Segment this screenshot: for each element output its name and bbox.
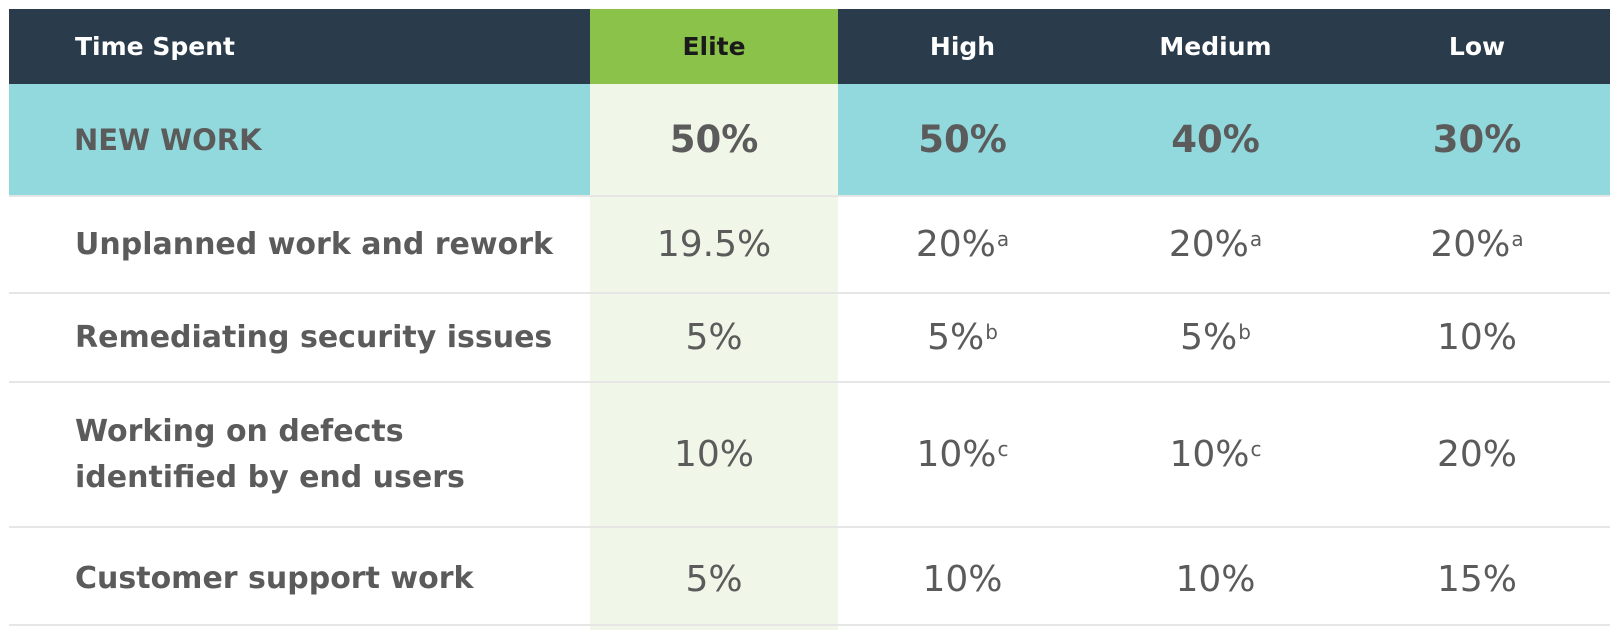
- header-row: Time Spent Elite High Medium Low: [9, 9, 1610, 84]
- cell-value: 10%: [1169, 434, 1250, 475]
- cell-value: 30%: [1432, 118, 1522, 161]
- cell-medium: 5% b: [1087, 294, 1344, 381]
- cell-value: 40%: [1171, 118, 1260, 161]
- row-label: Unplanned work and rework: [75, 226, 553, 262]
- row-label: Working on defects identified by end use…: [75, 413, 465, 495]
- time-spent-table: Time Spent Elite High Medium Low NEW WOR…: [9, 9, 1610, 630]
- cell-value: 20%: [1430, 224, 1511, 265]
- cell-value: 5%: [685, 558, 743, 600]
- cell-low: 20%: [1344, 383, 1610, 526]
- column-header-low: Low: [1448, 32, 1506, 61]
- cell-low: 10%: [1344, 294, 1610, 381]
- cell-medium: 40%: [1087, 84, 1344, 195]
- cell-value: 10%: [673, 434, 754, 475]
- row-label: Customer support work: [75, 561, 474, 596]
- cell-high: 10%: [838, 528, 1087, 630]
- cell-medium: 10% c: [1087, 383, 1344, 526]
- cell-value: 20%: [1436, 434, 1517, 475]
- table-bottom-rule: [9, 624, 1610, 626]
- footnote-marker: b: [985, 319, 998, 344]
- cell-value: 20%: [1168, 224, 1249, 265]
- footnote-marker: a: [1511, 226, 1524, 251]
- cell-value: 10%: [922, 558, 1003, 600]
- cell-medium: 10%: [1087, 528, 1344, 630]
- table-row-security-issues: Remediating security issues 5% 5% b 5% b 1…: [9, 292, 1610, 381]
- table-row-customer-support: Customer support work 5% 10% 10% 15%: [9, 526, 1610, 630]
- cell-value: 5%: [1180, 317, 1238, 358]
- cell-elite: 19.5%: [590, 197, 838, 292]
- cell-low: 20% a: [1344, 197, 1610, 292]
- cell-value: 15%: [1436, 558, 1517, 600]
- footnote-marker: c: [997, 436, 1009, 461]
- table-row-new-work: NEW WORK 50% 50% 40% 30%: [9, 84, 1610, 195]
- cell-value: 10%: [916, 434, 997, 475]
- column-header-elite: Elite: [590, 9, 838, 84]
- footnote-marker: a: [996, 226, 1010, 251]
- row-label: Remediating security issues: [75, 319, 553, 355]
- cell-elite: 5%: [590, 528, 838, 630]
- table-row-defects: Working on defects identified by end use…: [9, 381, 1610, 526]
- cell-elite: 5%: [590, 294, 838, 381]
- cell-value: 5%: [927, 317, 985, 358]
- cell-value: 10%: [1175, 558, 1256, 600]
- cell-value: 10%: [1436, 317, 1517, 358]
- column-header-high: High: [929, 32, 996, 61]
- cell-elite: 10%: [590, 383, 838, 526]
- cell-low: 30%: [1344, 84, 1610, 195]
- cell-high: 20% a: [838, 197, 1087, 292]
- column-header-time-spent: Time Spent: [75, 32, 235, 61]
- cell-medium: 20% a: [1087, 197, 1344, 292]
- cell-high: 5% b: [838, 294, 1087, 381]
- row-label: NEW WORK: [74, 122, 262, 157]
- footnote-marker: a: [1249, 226, 1263, 251]
- cell-value: 20%: [915, 224, 996, 265]
- footnote-marker: b: [1238, 319, 1251, 344]
- footnote-marker: c: [1250, 436, 1262, 461]
- cell-elite: 50%: [590, 84, 838, 195]
- column-header-medium: Medium: [1159, 32, 1272, 61]
- cell-value: 50%: [669, 118, 759, 161]
- cell-value: 19.5%: [656, 224, 772, 265]
- table-row-unplanned-work: Unplanned work and rework 19.5% 20% a 20%…: [9, 195, 1610, 292]
- cell-value: 5%: [685, 317, 743, 358]
- cell-high: 50%: [838, 84, 1087, 195]
- cell-value: 50%: [918, 118, 1007, 161]
- cell-low: 15%: [1344, 528, 1610, 630]
- cell-high: 10% c: [838, 383, 1087, 526]
